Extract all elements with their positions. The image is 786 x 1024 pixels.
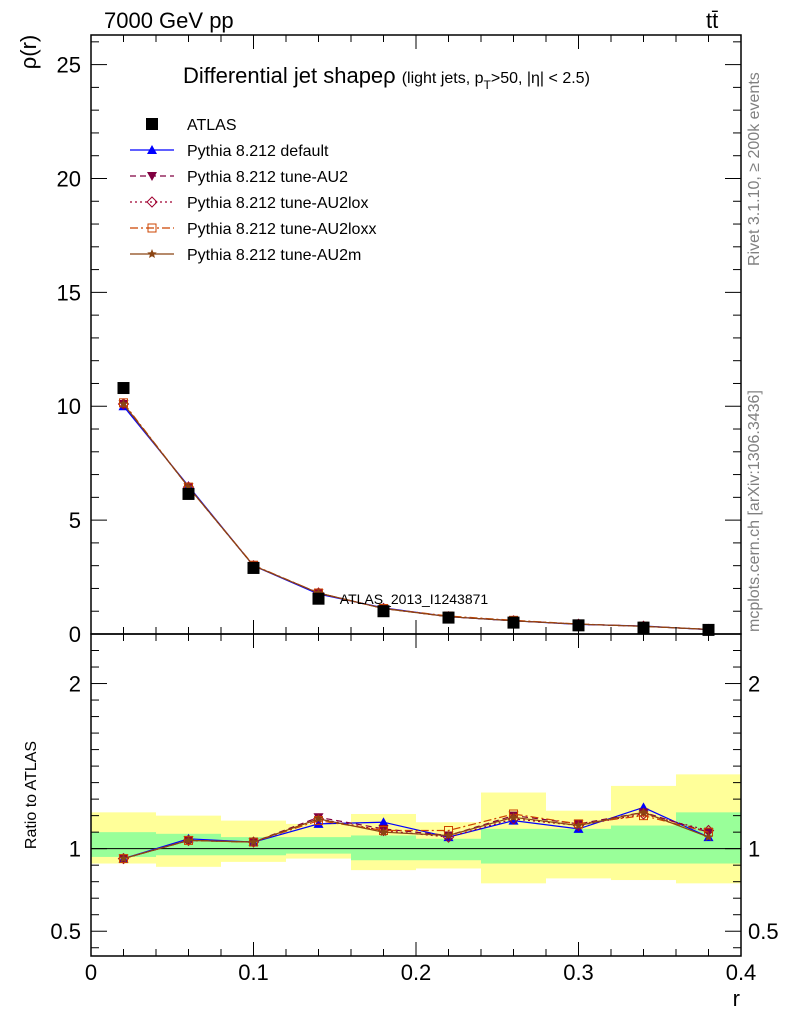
chart-title: Differential jet shapeρ (light jets, pT>5…: [183, 63, 590, 92]
ratio-point-0: [378, 817, 389, 827]
ratio-bands: [91, 774, 741, 884]
x-tick-label: 0.1: [238, 960, 269, 985]
ratio-point-2: [377, 824, 390, 837]
inner-band-bin: [546, 828, 611, 864]
ratio-point-4: [313, 813, 324, 823]
ratio-y-tick-label-right: 1: [748, 837, 760, 862]
axes-layer: [90, 34, 742, 957]
ratio-point-4: [378, 827, 389, 837]
legend-label-3: Pythia 8.212 tune-AU2loxx: [187, 221, 376, 238]
ratio-point-2: [182, 834, 195, 847]
ratio-y-tick-label: 0.5: [50, 919, 81, 944]
ratio-y-tick-label-right: 2: [748, 672, 760, 697]
ratio-y-axis-label: Ratio to ATLAS: [23, 741, 40, 849]
legend-marker-3: [147, 223, 157, 233]
atlas-point: [182, 487, 195, 500]
series-point-4: [313, 588, 324, 598]
ratio-point-3: [379, 826, 388, 836]
atlas-point: [247, 561, 260, 574]
y-tick-label: 10: [57, 394, 81, 419]
ratio-point-4: [183, 835, 194, 845]
series-main-layer: [117, 382, 715, 636]
legend-marker-atlas: [146, 118, 158, 130]
y-tick-label: 15: [57, 280, 81, 305]
atlas-point: [117, 382, 130, 395]
legend-marker-4: [147, 249, 157, 259]
y-tick-label: 25: [57, 53, 81, 78]
x-axis-label: r: [733, 986, 740, 1011]
legend-label-4: Pythia 8.212 tune-AU2m: [187, 247, 361, 264]
x-tick-label: 0.2: [401, 960, 432, 985]
header-right: tt̄: [706, 8, 719, 33]
header-left: 7000 GeV pp: [104, 8, 234, 33]
ratio-point-4: [248, 837, 259, 847]
ratio-point-4: [638, 807, 649, 817]
ratio-point-4: [118, 853, 129, 863]
atlas-point: [377, 605, 390, 618]
series-ratio-layer: [117, 802, 715, 865]
series-point-4: [183, 482, 194, 492]
legend-marker-1: [147, 172, 157, 181]
legend-label-0: Pythia 8.212 default: [187, 143, 329, 160]
ratio-y-tick-label: 1: [69, 837, 81, 862]
inner-band-bin: [351, 835, 416, 861]
ratio-point-3: [574, 819, 583, 829]
ratio-line-0: [123, 806, 709, 860]
atlas-point: [442, 611, 455, 624]
series-point-2: [117, 398, 130, 410]
ratio-point-4: [703, 832, 714, 842]
legend: ATLAS Pythia 8.212 default Pythia 8.212 tu…: [130, 117, 376, 264]
legend-marker-0: [147, 145, 157, 154]
inner-band-bin: [286, 837, 351, 854]
ratio-point-4: [573, 820, 584, 830]
inner-band-bin: [481, 828, 546, 864]
y-tick-label: 20: [57, 166, 81, 191]
x-tick-label: 0.4: [726, 960, 757, 985]
series-line-4: [123, 403, 709, 630]
ratio-point-4: [508, 812, 519, 822]
legend-label-1: Pythia 8.212 tune-AU2: [187, 169, 348, 186]
ratio-point-4: [443, 830, 454, 840]
y-tick-label: 0: [69, 622, 81, 647]
legend-label-2: Pythia 8.212 tune-AU2lox: [187, 195, 368, 212]
series-point-4: [118, 398, 129, 409]
atlas-point: [507, 616, 520, 629]
legend-marker-2: [146, 196, 158, 208]
inner-band-bin: [611, 825, 676, 864]
y-tick-label: 5: [69, 508, 81, 533]
atlas-point: [312, 592, 325, 605]
ratio-point-2: [637, 808, 650, 820]
ratio-y-tick-label-right: 0.5: [748, 919, 779, 944]
ratio-point-2: [117, 852, 130, 865]
inner-band-bin: [416, 838, 481, 861]
y-axis-label: ρ(r): [16, 35, 41, 70]
watermark: ATLAS_2013_I1243871: [340, 591, 489, 607]
x-tick-label: 0.3: [563, 960, 594, 985]
ratio-y-tick-label: 2: [69, 672, 81, 697]
ratio-point-2: [312, 813, 325, 825]
legend-label-atlas: ATLAS: [187, 117, 237, 134]
ratio-line-4: [123, 811, 709, 860]
x-tick-label: 0: [85, 960, 97, 985]
